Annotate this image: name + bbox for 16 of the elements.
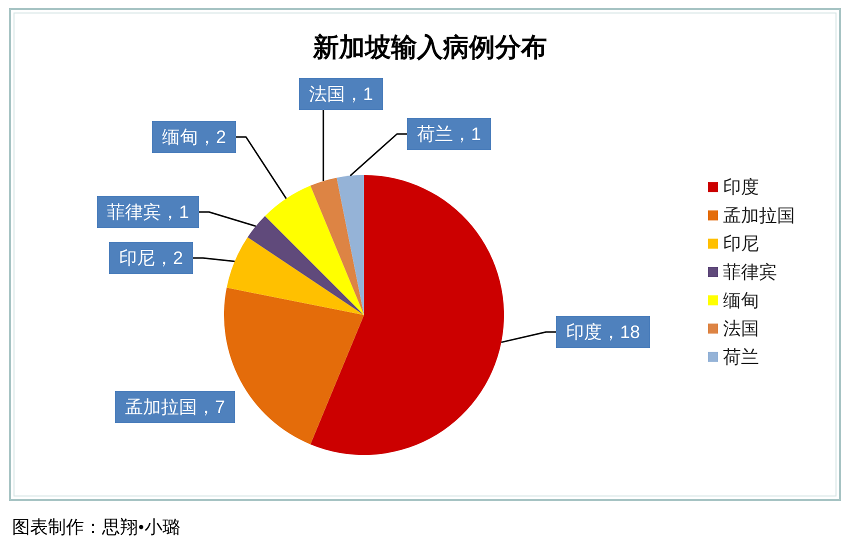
text: 图表制作：思翔•小璐 [12,517,180,537]
legend-label: 菲律宾 [723,262,777,282]
data-label: 缅甸，2 [162,127,226,147]
legend-label: 印度 [723,177,759,198]
legend-label: 缅甸 [723,290,759,310]
data-label: 荷兰，1 [416,124,482,144]
data-label: 印度，18 [566,322,640,342]
data-label: 印尼，2 [118,248,184,268]
legend-label: 印尼 [723,234,759,254]
data-label: 孟加拉国，7 [124,397,226,417]
data-label: 法国，1 [308,84,374,104]
legend-label: 法国 [723,318,759,339]
data-label: 菲律宾，1 [106,202,190,222]
legend-label: 孟加拉国 [723,205,795,226]
chart-title: 新加坡输入病例分布 [312,32,547,62]
legend-label: 荷兰 [723,346,759,367]
